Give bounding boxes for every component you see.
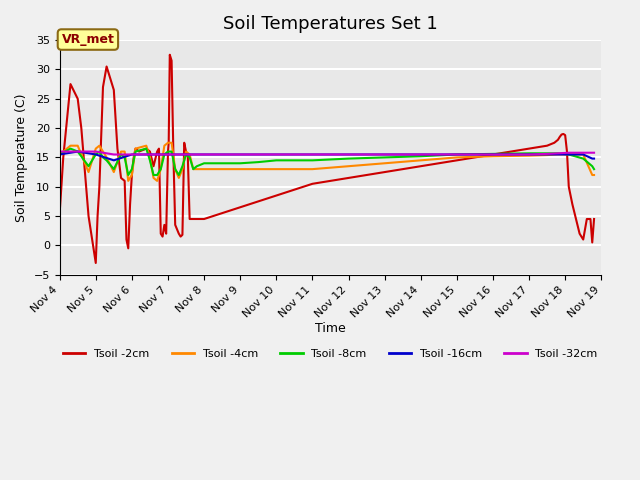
X-axis label: Time: Time [315, 322, 346, 335]
Legend: Tsoil -2cm, Tsoil -4cm, Tsoil -8cm, Tsoil -16cm, Tsoil -32cm: Tsoil -2cm, Tsoil -4cm, Tsoil -8cm, Tsoi… [59, 344, 602, 363]
Title: Soil Temperatures Set 1: Soil Temperatures Set 1 [223, 15, 438, 33]
Text: VR_met: VR_met [61, 33, 115, 46]
Y-axis label: Soil Temperature (C): Soil Temperature (C) [15, 93, 28, 222]
